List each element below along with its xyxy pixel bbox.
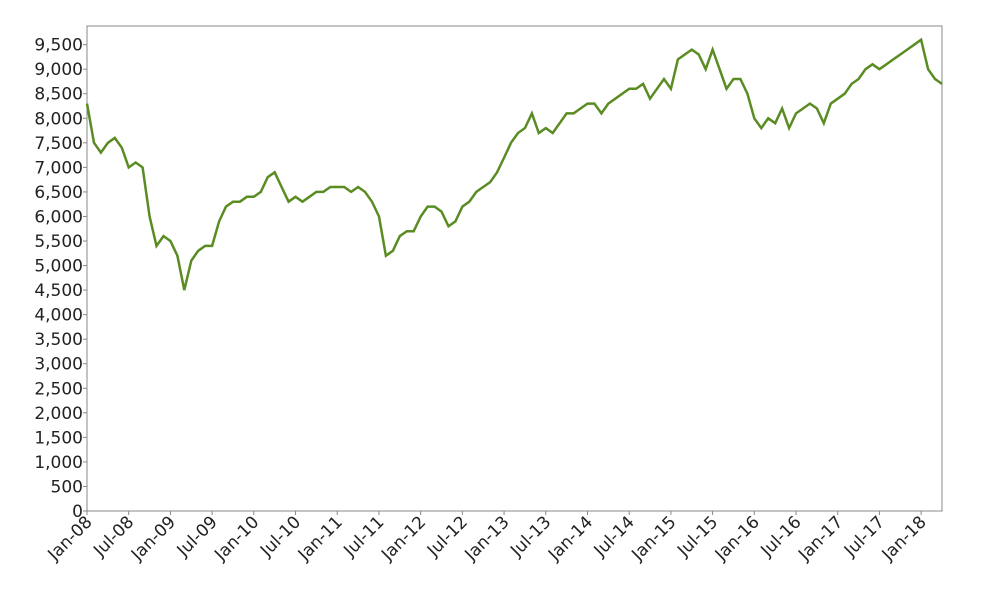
y-tick-label: 2,500 [34,379,83,399]
y-tick-label: 1,000 [34,453,83,473]
y-tick-label: 8,500 [34,85,83,105]
x-tick-label: Jan-18 [878,512,931,565]
y-tick-label: 7,500 [34,134,83,154]
x-tick-label: Jan-12 [377,512,430,565]
y-tick-label: 6,500 [34,183,83,203]
y-tick-label: 8,000 [34,109,83,129]
y-tick-label: 3,000 [34,355,83,375]
plot-frame [86,25,943,512]
y-tick-label: 9,500 [34,36,83,56]
x-tick-label: Jan-13 [461,512,514,565]
x-tick-label: Jan-11 [294,512,347,565]
x-tick-label: Jan-09 [127,512,180,565]
y-tick-label: 5,000 [34,257,83,277]
y-tick-label: 4,000 [34,306,83,326]
x-tick-label: Jan-08 [44,512,97,565]
y-tick-label: 1,500 [34,428,83,448]
y-tick-label: 0 [72,502,83,522]
y-tick-label: 4,500 [34,281,83,301]
x-tick-label: Jan-14 [544,512,597,565]
y-tick-label: 6,000 [34,207,83,227]
x-tick-label: Jan-15 [627,512,680,565]
y-tick-label: 500 [51,477,83,497]
data-line [85,37,943,291]
y-tick-label: 2,000 [34,404,83,424]
y-tick-label: 9,000 [34,60,83,80]
x-tick-label: Jan-17 [794,512,847,565]
x-tick-label: Jan-10 [210,512,263,565]
y-tick-label: 3,500 [34,330,83,350]
y-tick-label: 5,500 [34,232,83,252]
x-tick-label: Jan-16 [711,512,764,565]
y-tick-label: 7,000 [34,158,83,178]
